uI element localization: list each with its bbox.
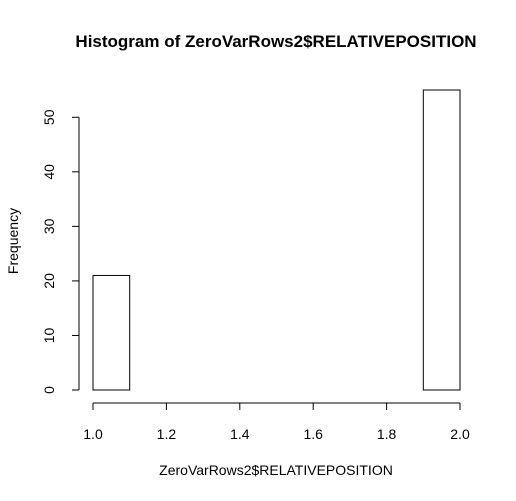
y-tick-label: 50 <box>41 109 57 125</box>
x-tick-label: 1.6 <box>303 426 323 442</box>
y-axis-label: Frequency <box>5 208 21 274</box>
y-tick-label: 20 <box>41 273 57 289</box>
x-tick-label: 1.4 <box>230 426 250 442</box>
y-axis: 0 10 20 30 40 50 <box>41 109 80 394</box>
x-tick-label: 1.2 <box>157 426 177 442</box>
y-tick-label: 30 <box>41 218 57 234</box>
bars-group <box>92 89 461 391</box>
x-tick-label: 1.8 <box>377 426 397 442</box>
y-tick-label: 0 <box>41 386 57 394</box>
x-tick-label: 2.0 <box>450 426 470 442</box>
x-axis: 1.0 1.2 1.4 1.6 1.8 2.0 <box>83 402 470 442</box>
histogram-bar-0 <box>92 274 131 391</box>
y-tick-label: 10 <box>41 327 57 343</box>
x-tick-label: 1.0 <box>83 426 103 442</box>
histogram-bar-9 <box>422 89 461 391</box>
y-tick-label: 40 <box>41 164 57 180</box>
chart-title: Histogram of ZeroVarRows2$RELATIVEPOSITI… <box>75 32 476 51</box>
x-axis-label: ZeroVarRows2$RELATIVEPOSITION <box>159 462 393 478</box>
